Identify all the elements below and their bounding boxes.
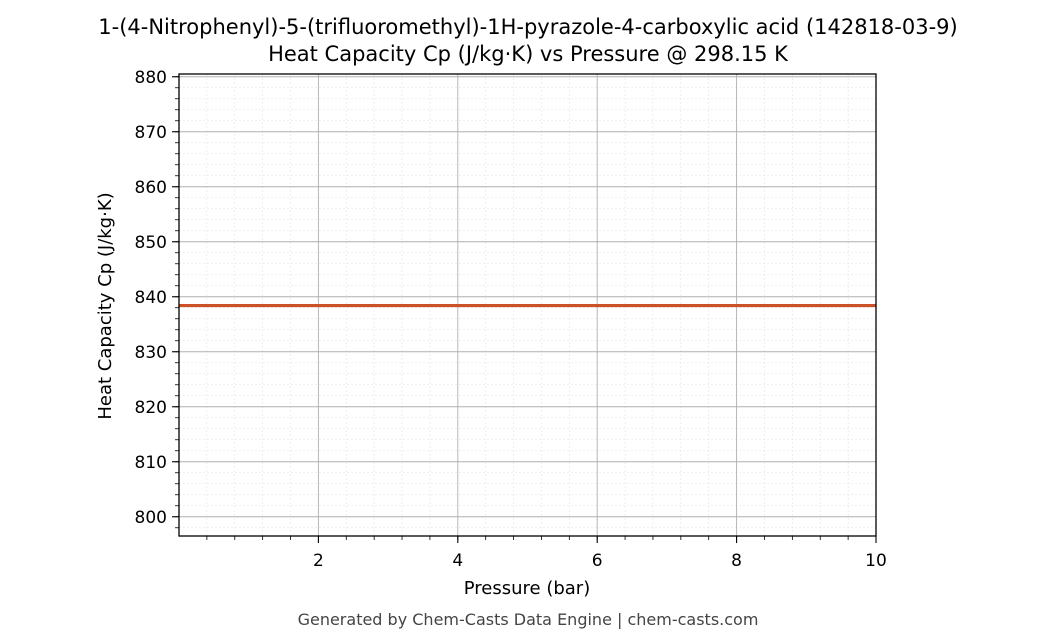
chart-title: 1-(4-Nitrophenyl)-5-(trifluoromethyl)-1H…	[98, 15, 957, 39]
y-tick-label: 810	[135, 453, 167, 473]
x-tick-label: 4	[452, 551, 463, 571]
y-tick-label: 820	[135, 398, 167, 418]
footer-credit: Generated by Chem-Casts Data Engine | ch…	[298, 610, 759, 629]
y-tick-label: 870	[135, 123, 167, 143]
chart-subtitle: Heat Capacity Cp (J/kg·K) vs Pressure @ …	[268, 42, 789, 66]
y-tick-label: 860	[135, 178, 167, 198]
axis-ticks	[172, 76, 877, 543]
y-tick-label: 850	[135, 233, 167, 253]
x-tick-label: 10	[865, 551, 887, 571]
x-tick-label: 6	[592, 551, 603, 571]
plot-frame	[178, 73, 877, 537]
x-axis-label: Pressure (bar)	[464, 578, 590, 599]
y-tick-label: 830	[135, 343, 167, 363]
y-tick-label: 880	[135, 68, 167, 88]
x-tick-label: 8	[731, 551, 742, 571]
y-axis-label: Heat Capacity Cp (J/kg·K)	[95, 192, 116, 419]
x-tick-label: 2	[313, 551, 324, 571]
y-tick-label: 800	[135, 508, 167, 528]
y-tick-label: 840	[135, 288, 167, 308]
